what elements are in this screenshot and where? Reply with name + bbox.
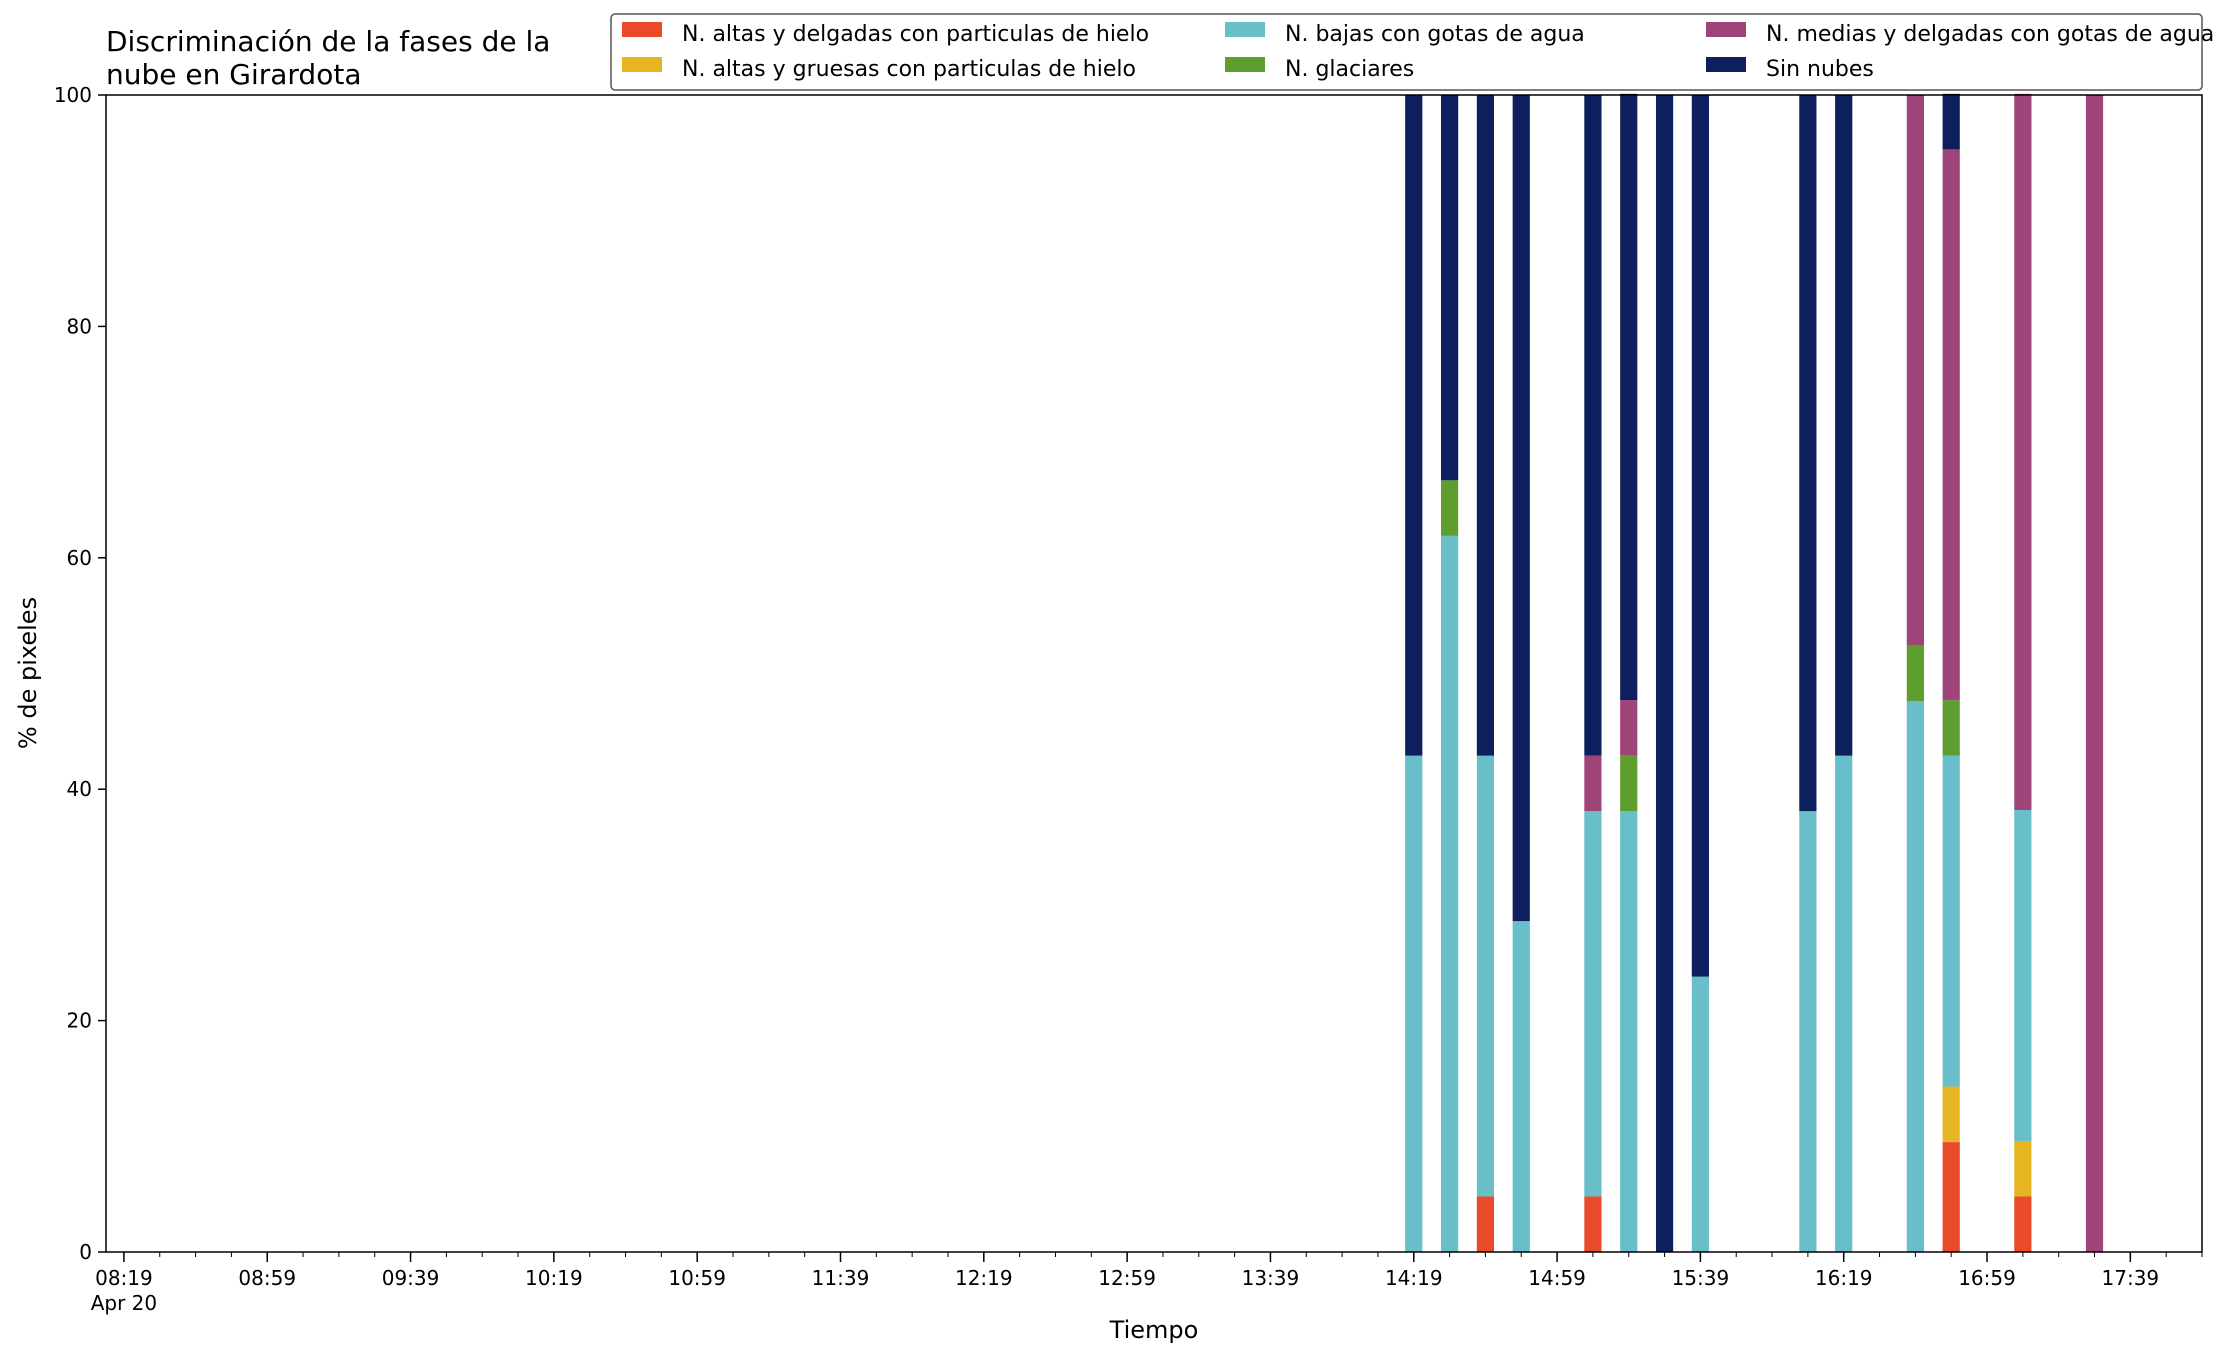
bar-segment-6-t4 [1512,95,1530,922]
bar-segment-3-t9 [1799,811,1817,1252]
x-tick-label: 09:39 [382,1266,440,1290]
legend-label: N. medias y delgadas con gotas de agua [1766,22,2214,47]
y-tick-label: 40 [67,777,92,801]
bar-segment-6-t12 [1942,93,1960,150]
bar-segment-6-t9 [1799,95,1817,812]
legend-entries: N. altas y delgadas con particulas de hi… [622,22,2214,82]
x-tick-label: 10:59 [668,1266,726,1290]
legend-swatch [1706,57,1746,72]
x-tick-label: 11:39 [812,1266,870,1290]
x-tick-label: 16:59 [1958,1266,2016,1290]
bar-segment-3-t12 [1942,755,1960,1087]
bar-segment-6-t2 [1440,95,1459,481]
bar-segment-5-t11 [1906,95,1924,646]
bar-segment-3-t4 [1512,921,1530,1252]
bar-segment-3-t2 [1440,535,1459,1252]
bar-segment-3-t1 [1405,755,1423,1252]
bar-segment-5-t6 [1620,700,1638,756]
legend-swatch [622,57,662,72]
y-tick-label: 0 [79,1240,92,1264]
legend-label: N. bajas con gotas de agua [1285,22,1585,47]
bar-stacks [1405,93,2104,1252]
x-tick-label: 16:19 [1815,1266,1873,1290]
y-tick-label: 80 [67,314,92,338]
bar-segment-4-t2 [1440,480,1459,536]
chart-title-line-1: Discriminación de la fases de la [106,25,550,58]
bar-segment-5-t5 [1584,755,1602,812]
bar-segment-3-t13 [2014,810,2032,1141]
legend-swatch [1225,57,1265,72]
x-tick-label: 12:19 [955,1266,1013,1290]
x-tick-date-label: Apr 20 [91,1291,157,1315]
bar-segment-3-t5 [1584,811,1602,1197]
bar-segment-3-t11 [1906,701,1924,1252]
x-axis-label: Tiempo [1109,1316,1199,1344]
bar-segment-5-t13 [2014,93,2032,811]
chart-title: Discriminación de la fases de la nube en… [106,25,550,91]
bar-segment-6-t1 [1405,95,1423,756]
bar-segment-6-t6 [1620,93,1638,701]
y-tick-label: 20 [67,1009,92,1033]
y-axis-label: % de pixeles [14,597,42,749]
y-axis: 0 20 40 60 80 100 [54,83,106,1264]
legend-label: N. glaciares [1285,57,1414,82]
bar-segment-1-t3 [1476,1196,1495,1252]
bar-segment-3-t3 [1476,755,1495,1197]
legend-label: N. altas y gruesas con particulas de hie… [682,57,1136,82]
bar-segment-3-t8 [1691,976,1709,1252]
bar-segment-3-t10 [1835,755,1853,1252]
bar-segment-4-t11 [1906,645,1924,702]
x-tick-label: 08:19 [95,1266,153,1290]
y-tick-label: 100 [54,83,92,107]
bar-segment-2-t12 [1942,1086,1960,1143]
bar-segment-6-t8 [1691,95,1709,977]
legend: N. altas y delgadas con particulas de hi… [610,13,2214,91]
bar-segment-6-t7 [1655,95,1674,1252]
bar-segment-1-t5 [1584,1196,1602,1252]
bar-segment-3-t6 [1620,811,1638,1252]
bar-segment-4-t6 [1620,755,1638,812]
x-tick-label: 12:59 [1098,1266,1156,1290]
plot-area [105,94,2203,1253]
legend-box [610,13,2203,91]
bar-segment-1-t12 [1942,1142,1960,1252]
bar-segment-6-t3 [1476,95,1495,756]
legend-swatch [622,22,662,37]
bar-segment-6-t5 [1584,95,1602,756]
x-tick-label: 15:39 [1672,1266,1730,1290]
x-tick-label: 08:59 [238,1266,296,1290]
bar-segment-5-t14 [2085,95,2104,1252]
x-tick-label: 14:19 [1385,1266,1443,1290]
legend-swatch [1706,22,1746,37]
x-tick-label: 13:39 [1242,1266,1300,1290]
bar-segment-5-t12 [1942,149,1960,701]
bar-segment-6-t10 [1835,95,1853,756]
x-tick-label: 17:39 [2102,1266,2160,1290]
legend-label: N. altas y delgadas con particulas de hi… [682,22,1149,47]
bar-segment-4-t12 [1942,700,1960,756]
chart-title-line-2: nube en Girardota [106,58,361,91]
x-tick-label: 14:59 [1528,1266,1586,1290]
bar-segment-1-t13 [2014,1196,2032,1252]
legend-swatch [1225,22,1265,37]
bar-segment-2-t13 [2014,1140,2032,1197]
y-tick-label: 60 [67,546,92,570]
x-tick-label: 10:19 [525,1266,583,1290]
legend-label: Sin nubes [1766,57,1874,82]
